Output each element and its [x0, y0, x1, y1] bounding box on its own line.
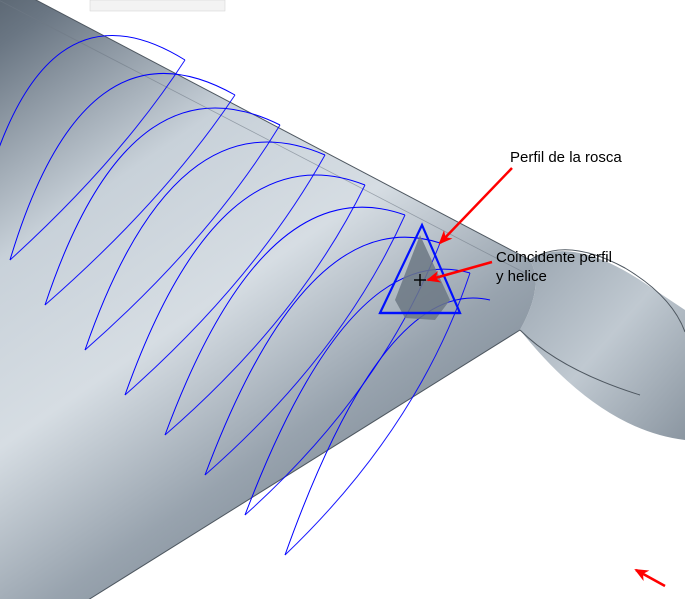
label-coincident-line1: Coincidente perfil: [496, 249, 612, 266]
toolbar-fragment: [90, 0, 225, 11]
label-coincident: Coincidente perfil y helice: [496, 249, 612, 287]
scene-svg: [0, 0, 685, 599]
label-profile: Perfil de la rosca: [510, 149, 622, 168]
cad-viewport[interactable]: Perfil de la rosca Coincidente perfil y …: [0, 0, 685, 599]
label-coincident-line2: y helice: [496, 268, 547, 285]
